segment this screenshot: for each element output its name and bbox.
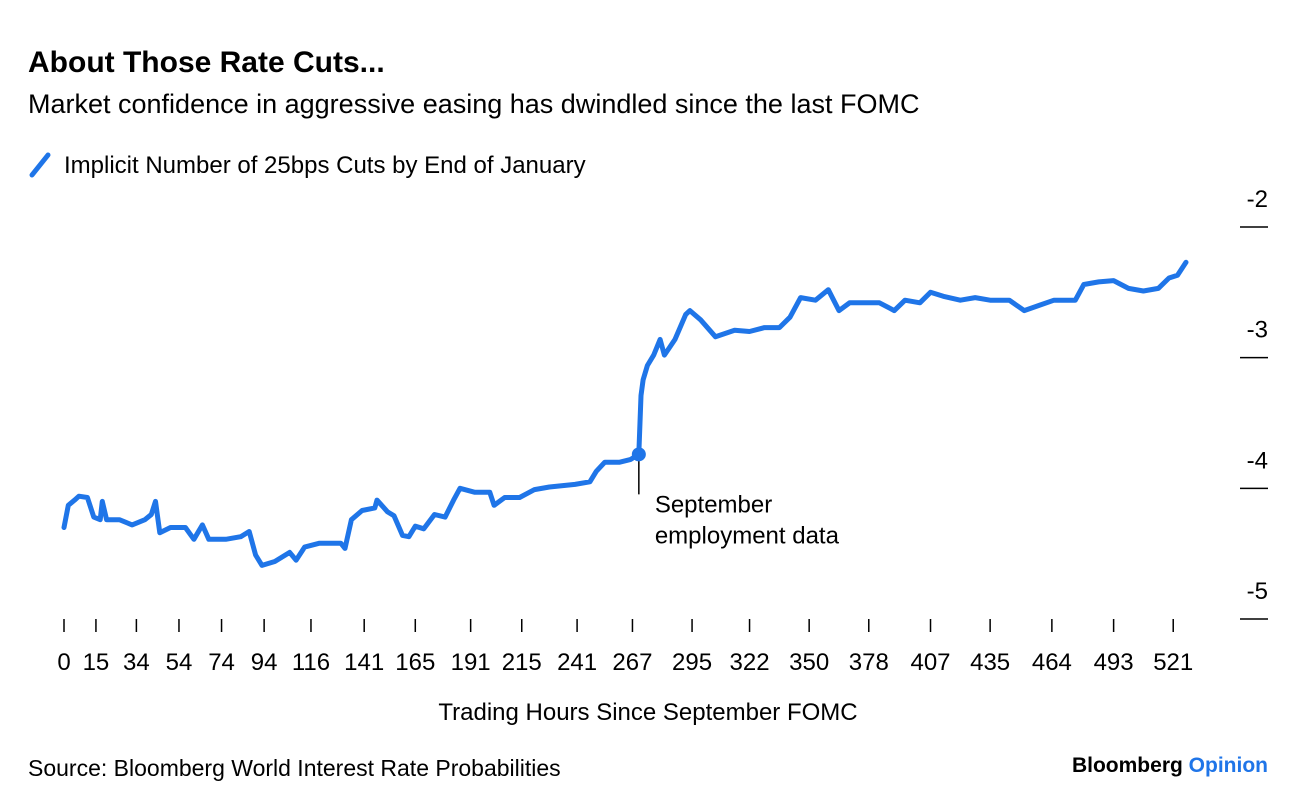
x-tick-label: 241 xyxy=(557,649,597,676)
chart-subtitle: Market confidence in aggressive easing h… xyxy=(28,89,919,119)
x-tick-label: 191 xyxy=(451,649,491,676)
line xyxy=(61,259,1189,568)
logo-part: Opinion xyxy=(1189,754,1268,777)
x-tick-label: 141 xyxy=(344,649,384,676)
x-axis-label: Trading Hours Since September FOMC xyxy=(438,699,857,726)
x-tick-label: 267 xyxy=(612,649,652,676)
x-tick-label: 464 xyxy=(1032,649,1072,676)
x-tick-label: 215 xyxy=(502,649,542,676)
x-tick-label: 165 xyxy=(395,649,435,676)
y-tick-label: -3 xyxy=(1247,317,1268,344)
y-tick-label: -2 xyxy=(1247,186,1268,213)
x-tick-label: 435 xyxy=(970,649,1010,676)
x-tick-label: 350 xyxy=(789,649,829,676)
x-tick-label: 521 xyxy=(1153,649,1193,676)
x-tick-label: 34 xyxy=(123,649,150,676)
annotation-text: employment data xyxy=(655,522,840,549)
x-tick-label: 0 xyxy=(57,649,70,676)
x-tick-label: 407 xyxy=(910,649,950,676)
x-tick-label: 295 xyxy=(672,649,712,676)
x-tick-label: 116 xyxy=(292,649,330,676)
chart-title: About Those Rate Cuts... xyxy=(28,46,385,79)
source: Source: Bloomberg World Interest Rate Pr… xyxy=(28,755,561,781)
x-tick-label: 74 xyxy=(208,649,235,676)
x-tick-label: 94 xyxy=(251,649,278,676)
logo: Bloomberg Opinion xyxy=(1072,754,1268,777)
x-tick-label: 378 xyxy=(849,649,889,676)
y-tick-label: -4 xyxy=(1247,447,1268,474)
annotation-text: September xyxy=(655,491,772,518)
legend-label: Implicit Number of 25bps Cuts by End of … xyxy=(64,152,586,179)
x-tick-label: 54 xyxy=(166,649,193,676)
y-tick-label: -5 xyxy=(1247,578,1268,605)
annotation-marker xyxy=(631,447,646,462)
x-tick-label: 322 xyxy=(730,649,770,676)
logo-part: Bloomberg xyxy=(1072,754,1183,777)
x-tick-label: 493 xyxy=(1094,649,1134,676)
legend-swatch xyxy=(29,152,51,178)
x-tick-label: 15 xyxy=(83,649,110,676)
